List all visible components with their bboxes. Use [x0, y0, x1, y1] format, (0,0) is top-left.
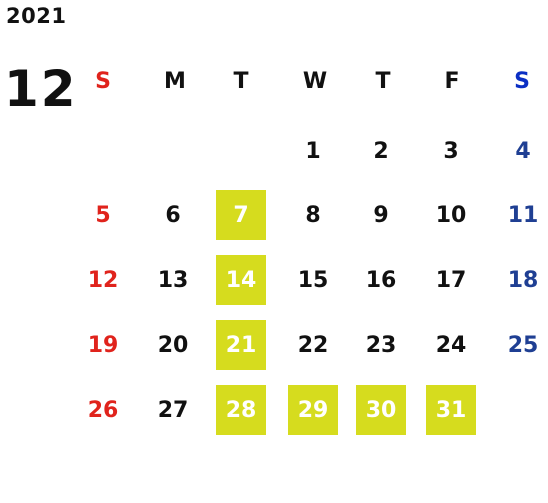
day-cell-tue: 21 [216, 320, 266, 370]
weekday-sat: S [514, 69, 530, 94]
day-cell-wed: 15 [297, 267, 329, 293]
weekday-fri: F [444, 69, 460, 94]
day-cell-sun: 12 [87, 267, 119, 293]
day-cell-tue: 7 [216, 190, 266, 240]
day-cell-sat: 18 [507, 267, 539, 293]
day-cell-wed: 22 [297, 332, 329, 358]
day-cell-fri: 17 [435, 267, 467, 293]
day-cell-thu: 23 [365, 332, 397, 358]
day-cell-sun: 19 [87, 332, 119, 358]
month-number: 12 [4, 60, 78, 118]
day-cell-mon: 20 [157, 332, 189, 358]
day-cell-fri: 31 [426, 385, 476, 435]
weekday-sun: S [95, 69, 111, 94]
day-cell-tue: 28 [216, 385, 266, 435]
day-cell-wed: 8 [305, 202, 321, 228]
day-cell-fri: 10 [435, 202, 467, 228]
day-cell-mon: 27 [157, 397, 189, 423]
day-cell-sun: 26 [87, 397, 119, 423]
day-cell-sat: 11 [507, 202, 539, 228]
day-cell-wed: 1 [305, 138, 321, 164]
day-cell-mon: 13 [157, 267, 189, 293]
day-cell-tue: 14 [216, 255, 266, 305]
day-cell-sun: 5 [95, 202, 111, 228]
weekday-tue: T [233, 69, 249, 94]
day-cell-thu: 16 [365, 267, 397, 293]
day-cell-thu: 2 [373, 138, 389, 164]
day-cell-wed: 29 [288, 385, 338, 435]
weekday-mon: M [164, 69, 186, 94]
weekday-wed: W [302, 69, 328, 94]
day-cell-thu: 30 [356, 385, 406, 435]
day-cell-mon: 6 [165, 202, 181, 228]
weekday-thu: T [375, 69, 391, 94]
day-cell-fri: 24 [435, 332, 467, 358]
day-cell-sat: 25 [507, 332, 539, 358]
day-cell-fri: 3 [443, 138, 459, 164]
day-cell-sat: 4 [515, 138, 531, 164]
year-label: 2021 [6, 4, 67, 28]
day-cell-thu: 9 [373, 202, 389, 228]
